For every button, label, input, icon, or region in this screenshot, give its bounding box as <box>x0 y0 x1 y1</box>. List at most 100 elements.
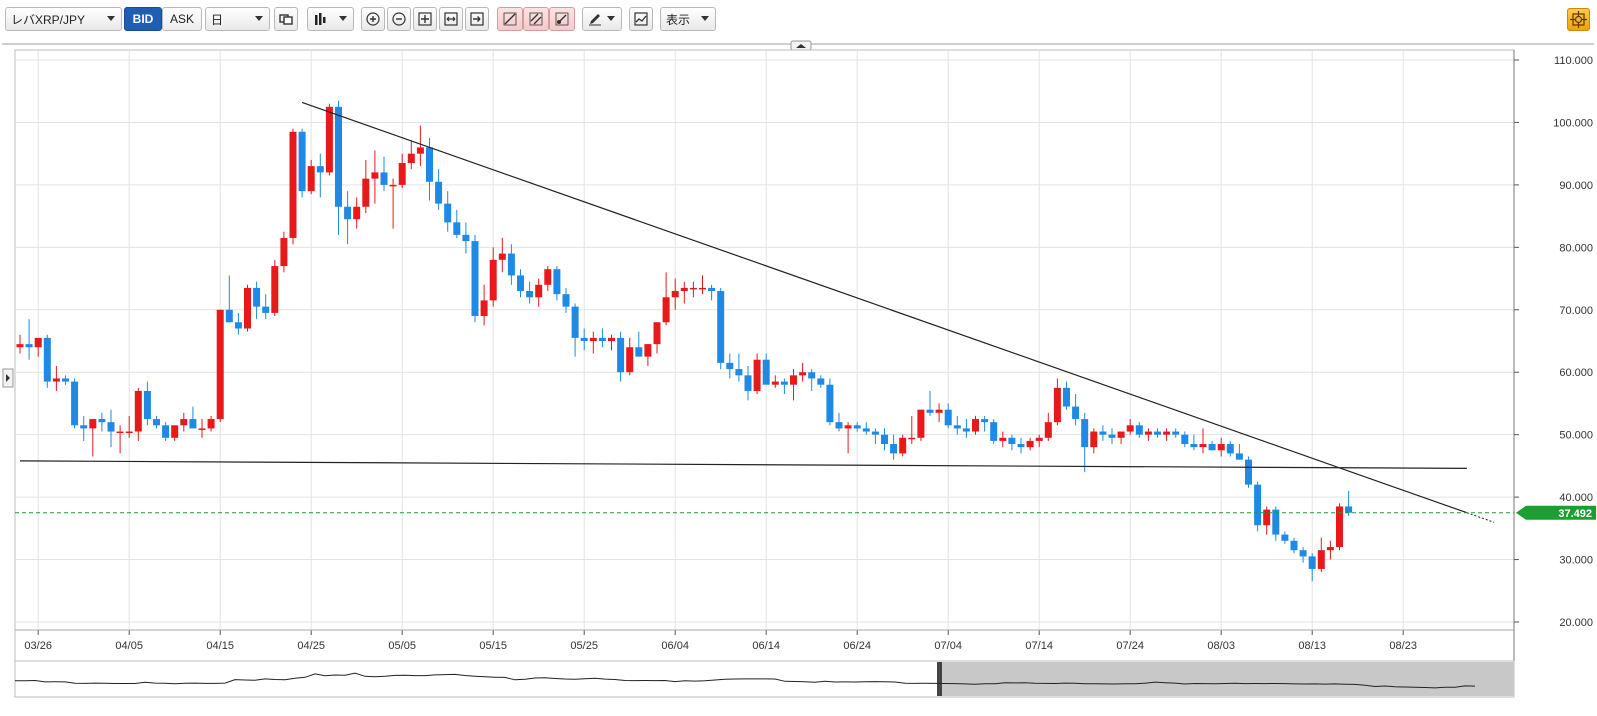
trendlines[interactable] <box>19 101 1495 523</box>
bid-button[interactable]: BID <box>124 7 162 31</box>
candle-body <box>1017 444 1025 448</box>
candle-body <box>1163 431 1171 435</box>
candle <box>34 337 42 357</box>
settings-icon[interactable] <box>1567 8 1590 31</box>
candle <box>1135 422 1143 438</box>
draw-channel-button[interactable] <box>523 7 549 31</box>
candle-body <box>1235 453 1243 460</box>
candle <box>353 197 361 229</box>
candle <box>1190 434 1198 451</box>
symbol-select[interactable]: レバXRP/JPY <box>5 7 122 31</box>
candle <box>617 331 625 382</box>
candle-body <box>462 234 470 242</box>
candle-body <box>917 409 925 438</box>
candle-body <box>52 378 60 382</box>
chart-area[interactable]: 110.000 100.000 90.000 80.000 70.000 60.000 50… <box>0 40 1597 713</box>
candle <box>1235 444 1243 460</box>
zoom-in-button[interactable] <box>361 7 385 31</box>
candle <box>62 375 69 385</box>
candle-body <box>153 419 160 426</box>
candle-body <box>589 337 597 341</box>
navigator-handle[interactable] <box>937 662 942 696</box>
candle-body <box>726 362 734 370</box>
candle <box>389 178 397 229</box>
candle <box>52 365 60 391</box>
candle <box>1254 481 1262 532</box>
candle-body <box>571 306 579 338</box>
candle <box>198 419 206 438</box>
candle <box>116 425 124 454</box>
x-tick-label: 05/15 <box>479 640 507 652</box>
trendline-extension <box>1466 512 1495 523</box>
candle <box>1163 428 1171 441</box>
candle <box>1044 412 1052 441</box>
erase-drawing-button[interactable] <box>549 7 575 31</box>
candle-body <box>234 322 242 329</box>
candle-body <box>853 425 861 429</box>
y-tick-label: 30.000 <box>1559 555 1593 567</box>
candle <box>498 237 506 273</box>
y-tick-label: 70.000 <box>1559 305 1593 317</box>
candle-body <box>316 166 324 173</box>
period-select[interactable]: 日 <box>205 7 270 31</box>
candle-body <box>972 419 979 432</box>
candle <box>808 369 816 391</box>
candle-body <box>253 287 261 307</box>
candle <box>244 284 251 332</box>
candle-body <box>125 431 133 434</box>
candlestick-icon <box>315 13 326 25</box>
x-tick-label: 04/25 <box>297 640 325 652</box>
candle-body <box>881 434 888 445</box>
chevron-down-icon <box>339 16 347 21</box>
candle <box>908 415 916 445</box>
candle-body <box>1190 444 1198 448</box>
candle-body <box>1108 434 1116 438</box>
ask-button[interactable]: ASK <box>162 7 202 31</box>
candle <box>162 422 170 441</box>
candle <box>717 287 725 370</box>
candle-body <box>43 337 51 382</box>
candle-body <box>680 287 688 292</box>
y-tick-label: 40.000 <box>1559 492 1593 504</box>
candle-body <box>143 390 151 420</box>
candle <box>953 415 961 435</box>
candle <box>25 319 33 360</box>
candle <box>535 278 543 307</box>
compare-button[interactable] <box>274 7 298 31</box>
draw-line-button[interactable] <box>497 7 523 31</box>
candle-body <box>1226 444 1234 454</box>
candle <box>671 278 679 310</box>
scroll-latest-button[interactable] <box>465 7 489 31</box>
zoom-out-button[interactable] <box>387 7 411 31</box>
price-chart[interactable]: 110.000 100.000 90.000 80.000 70.000 60.000 50… <box>0 40 1597 713</box>
candle <box>1281 531 1289 544</box>
indicator-button[interactable] <box>629 7 653 31</box>
candle-body <box>134 390 142 432</box>
candle-body <box>389 184 397 187</box>
chart-type-select[interactable] <box>307 7 354 31</box>
crosshair-button[interactable] <box>413 7 437 31</box>
candle-body <box>990 422 998 441</box>
candle <box>107 409 115 448</box>
candle-body <box>790 375 797 385</box>
candle-body <box>426 147 433 182</box>
candle-body <box>480 300 488 317</box>
chevron-right-icon <box>6 374 10 382</box>
candle <box>1053 378 1061 426</box>
candle <box>699 275 706 295</box>
fit-width-button[interactable] <box>439 7 463 31</box>
candle <box>1308 553 1316 582</box>
pen-tool-select[interactable] <box>582 7 622 31</box>
candle <box>1181 431 1189 448</box>
candle-body <box>1154 431 1161 435</box>
navigator[interactable] <box>14 660 1515 698</box>
display-menu[interactable]: 表示 <box>660 7 716 31</box>
candle-body <box>1117 431 1125 438</box>
candles <box>16 100 1353 582</box>
candle-body <box>544 269 552 285</box>
navigator-window[interactable] <box>941 662 1514 696</box>
candle <box>899 434 907 457</box>
candle-body <box>817 378 825 385</box>
candle-body <box>780 381 788 385</box>
candle <box>1217 437 1225 457</box>
